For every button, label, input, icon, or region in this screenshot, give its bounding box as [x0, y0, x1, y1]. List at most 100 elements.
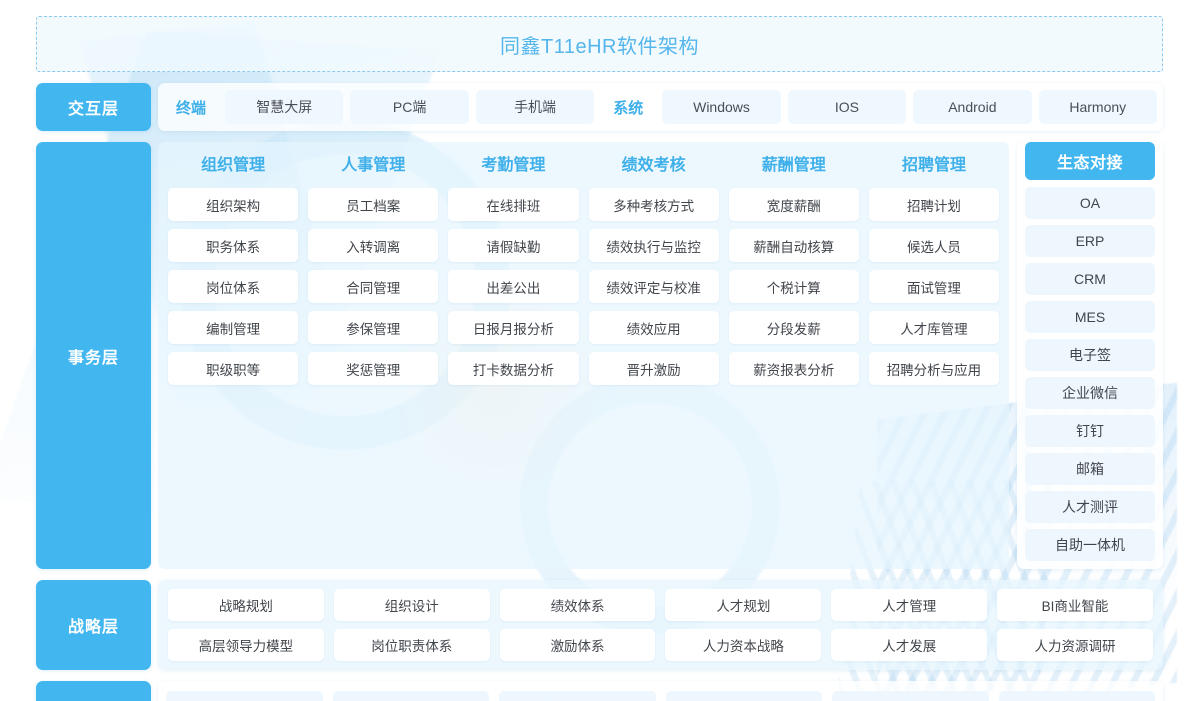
digital-cell[interactable]: BI报表	[665, 691, 822, 701]
layer-business: 事务层 组织管理 组织架构 职务体系 岗位体系 编制管理 职级职等 人事管理 员…	[36, 142, 1009, 569]
strategy-cell[interactable]: BI商业智能	[997, 589, 1153, 621]
business-column-recruiting: 招聘管理 招聘计划 候选人员 面试管理 人才库管理 招聘分析与应用	[868, 152, 1000, 557]
strategy-cell[interactable]: 高层领导力模型	[168, 629, 324, 661]
ecosystem-item[interactable]: MES	[1025, 301, 1155, 333]
strategy-row: 高层领导力模型 岗位职责体系 激励体系 人力资本战略 人才发展 人力资源调研	[168, 629, 1153, 661]
interaction-item[interactable]: 手机端	[475, 90, 595, 124]
business-cell[interactable]: 多种考核方式	[588, 188, 719, 221]
business-cell[interactable]: 候选人员	[868, 229, 1000, 262]
layer-label-business: 事务层	[36, 142, 151, 569]
business-column-performance: 绩效考核 多种考核方式 绩效执行与监控 绩效评定与校准 绩效应用 晋升激励	[588, 152, 719, 557]
digital-row: 人才画像 人岗匹配 简历解析 BI报表 同鑫AI 问答机器人	[166, 691, 1155, 701]
strategy-cell[interactable]: 人力资源调研	[997, 629, 1153, 661]
strategy-cell[interactable]: 人才管理	[831, 589, 988, 621]
layer-digital-body: 人才画像 人岗匹配 简历解析 BI报表 同鑫AI 问答机器人	[158, 681, 1163, 701]
business-cell[interactable]: 入转调离	[308, 229, 439, 262]
digital-cell[interactable]: 人才画像	[166, 691, 323, 701]
business-cell[interactable]: 岗位体系	[168, 270, 299, 303]
interaction-group-label-system: 系统	[613, 99, 644, 117]
strategy-cell[interactable]: 人力资本战略	[665, 629, 822, 661]
business-cell[interactable]: 绩效评定与校准	[588, 270, 719, 303]
ecosystem-item[interactable]: 电子签	[1025, 339, 1155, 371]
business-cell[interactable]: 打卡数据分析	[448, 352, 579, 385]
strategy-cell[interactable]: 战略规划	[168, 589, 324, 621]
business-cell[interactable]: 员工档案	[308, 188, 439, 221]
business-cell[interactable]: 薪资报表分析	[728, 352, 859, 385]
interaction-group-label-terminal: 终端	[176, 99, 207, 117]
strategy-cell[interactable]: 人才发展	[831, 629, 988, 661]
ecosystem-item[interactable]: 邮箱	[1025, 453, 1155, 485]
ecosystem-item[interactable]: CRM	[1025, 263, 1155, 295]
business-column-header: 人事管理	[341, 157, 406, 174]
business-cell[interactable]: 面试管理	[868, 270, 1000, 303]
business-cell[interactable]: 日报月报分析	[448, 311, 579, 344]
business-cell[interactable]: 晋升激励	[588, 352, 719, 385]
strategy-cell[interactable]: 组织设计	[333, 589, 490, 621]
strategy-cell[interactable]: 人才规划	[665, 589, 822, 621]
business-cell[interactable]: 职务体系	[168, 229, 299, 262]
business-cell[interactable]: 个税计算	[728, 270, 859, 303]
business-column-header: 绩效考核	[621, 157, 686, 174]
business-column-header: 薪酬管理	[761, 157, 826, 174]
layer-label-interaction: 交互层	[36, 83, 151, 131]
business-cell[interactable]: 绩效应用	[588, 311, 719, 344]
business-cell[interactable]: 组织架构	[168, 188, 299, 221]
strategy-cell[interactable]: 岗位职责体系	[333, 629, 490, 661]
digital-cell[interactable]: 问答机器人	[998, 691, 1155, 701]
ecosystem-header: 生态对接	[1025, 142, 1155, 180]
interaction-item[interactable]: IOS	[787, 90, 907, 124]
ecosystem-item[interactable]: ERP	[1025, 225, 1155, 257]
business-cell[interactable]: 请假缺勤	[448, 229, 579, 262]
layer-label-strategy: 战略层	[36, 580, 151, 670]
interaction-item[interactable]: PC端	[350, 90, 469, 124]
strategy-cell[interactable]: 绩效体系	[499, 589, 656, 621]
business-cell[interactable]: 绩效执行与监控	[588, 229, 719, 262]
layer-interaction: 交互层 终端 智慧大屏 PC端 手机端 系统 Windows IOS Andro…	[36, 83, 1163, 131]
interaction-item[interactable]: Android	[913, 90, 1032, 124]
business-cell[interactable]: 参保管理	[308, 311, 439, 344]
layer-digital: 数字化 人才画像 人岗匹配 简历解析 BI报表 同鑫AI 问答机器人	[36, 681, 1163, 701]
diagram-title-band: 同鑫T11eHR软件架构	[36, 16, 1163, 72]
digital-cell[interactable]: 人岗匹配	[332, 691, 489, 701]
business-cell[interactable]: 奖惩管理	[308, 352, 439, 385]
layer-strategy: 战略层 战略规划 组织设计 绩效体系 人才规划 人才管理 BI商业智能 高层领导…	[36, 580, 1163, 670]
business-grid: 组织管理 组织架构 职务体系 岗位体系 编制管理 职级职等 人事管理 员工档案 …	[158, 142, 1009, 569]
ecosystem-item[interactable]: 自助一体机	[1025, 529, 1155, 561]
business-column-org: 组织管理 组织架构 职务体系 岗位体系 编制管理 职级职等	[168, 152, 299, 557]
layer-interaction-body: 终端 智慧大屏 PC端 手机端 系统 Windows IOS Android H…	[158, 83, 1163, 131]
business-cell[interactable]: 编制管理	[168, 311, 299, 344]
page-title: 同鑫T11eHR软件架构	[500, 35, 699, 58]
layer-strategy-body: 战略规划 组织设计 绩效体系 人才规划 人才管理 BI商业智能 高层领导力模型 …	[158, 580, 1163, 670]
business-cell[interactable]: 在线排班	[448, 188, 579, 221]
ecosystem-item[interactable]: 人才测评	[1025, 491, 1155, 523]
digital-cell[interactable]: 简历解析	[499, 691, 656, 701]
ecosystem-panel: 生态对接 OA ERP CRM MES 电子签 企业微信 钉钉 邮箱 人才测评 …	[1017, 142, 1163, 569]
digital-cell[interactable]: 同鑫AI	[832, 691, 989, 701]
ecosystem-item[interactable]: 钉钉	[1025, 415, 1155, 447]
business-cell[interactable]: 招聘分析与应用	[868, 352, 1000, 385]
business-cell[interactable]: 招聘计划	[868, 188, 1000, 221]
business-cell[interactable]: 宽度薪酬	[728, 188, 859, 221]
ecosystem-item[interactable]: OA	[1025, 187, 1155, 219]
business-cell[interactable]: 薪酬自动核算	[728, 229, 859, 262]
business-cell[interactable]: 出差公出	[448, 270, 579, 303]
business-column-payroll: 薪酬管理 宽度薪酬 薪酬自动核算 个税计算 分段发薪 薪资报表分析	[728, 152, 859, 557]
interaction-item[interactable]: Harmony	[1038, 90, 1157, 124]
business-cell[interactable]: 合同管理	[308, 270, 439, 303]
strategy-grid: 战略规划 组织设计 绩效体系 人才规划 人才管理 BI商业智能 高层领导力模型 …	[168, 589, 1153, 661]
interaction-item[interactable]: 智慧大屏	[225, 90, 344, 124]
business-column-header: 考勤管理	[481, 157, 546, 174]
strategy-row: 战略规划 组织设计 绩效体系 人才规划 人才管理 BI商业智能	[168, 589, 1153, 621]
business-cell[interactable]: 职级职等	[168, 352, 299, 385]
layer-label-digital: 数字化	[36, 681, 151, 701]
business-column-hr: 人事管理 员工档案 入转调离 合同管理 参保管理 奖惩管理	[308, 152, 439, 557]
business-cell[interactable]: 人才库管理	[868, 311, 1000, 344]
business-cell[interactable]: 分段发薪	[728, 311, 859, 344]
business-column-attendance: 考勤管理 在线排班 请假缺勤 出差公出 日报月报分析 打卡数据分析	[448, 152, 579, 557]
interaction-item[interactable]: Windows	[662, 90, 781, 124]
ecosystem-item[interactable]: 企业微信	[1025, 377, 1155, 409]
interaction-row: 终端 智慧大屏 PC端 手机端 系统 Windows IOS Android H…	[158, 83, 1163, 131]
strategy-cell[interactable]: 激励体系	[499, 629, 656, 661]
